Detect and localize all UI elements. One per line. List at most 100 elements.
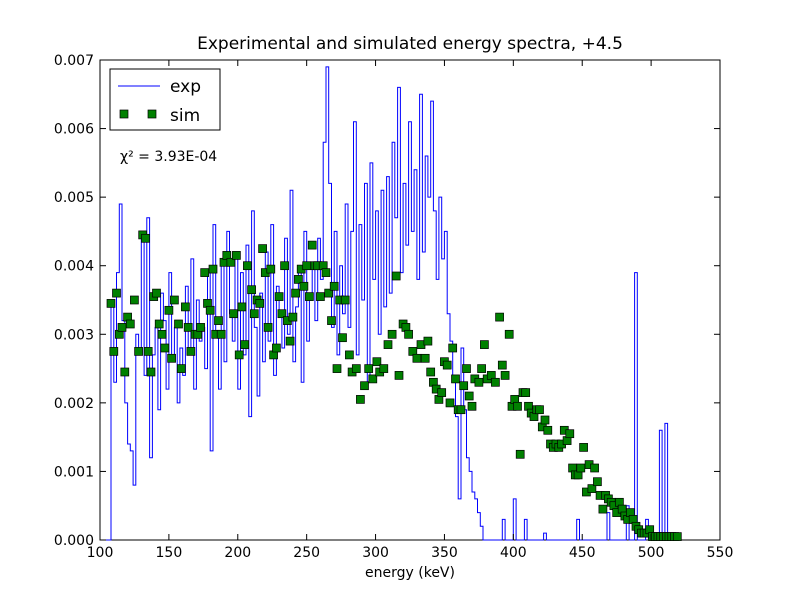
series-sim-marker: [456, 405, 466, 415]
x-tick-label: 150: [156, 545, 183, 561]
series-sim-marker: [351, 364, 361, 373]
legend: exp sim: [109, 68, 221, 131]
plot-area: [99, 59, 721, 541]
series-sim-marker: [495, 312, 504, 322]
series-sim-marker: [515, 449, 525, 459]
series-sim-marker: [294, 275, 303, 284]
x-tick-label: 550: [707, 545, 734, 561]
series-sim-marker: [232, 251, 241, 260]
series-sim-marker: [196, 323, 205, 332]
series-sim-marker: [327, 316, 336, 325]
series-sim-marker: [208, 264, 218, 274]
series-sim-marker: [467, 401, 477, 411]
x-tick-label: 300: [362, 545, 389, 561]
series-sim-marker: [477, 364, 486, 373]
series-sim-marker: [368, 374, 378, 384]
series-sim-marker: [240, 340, 250, 349]
series-sim-marker: [445, 398, 455, 408]
series-layer: [105, 66, 682, 541]
series-sim-marker: [565, 429, 575, 439]
series-sim-marker: [590, 463, 599, 473]
series-sim-marker: [332, 364, 342, 373]
series-sim-marker: [154, 319, 164, 329]
series-sim-marker: [305, 292, 314, 301]
series-sim-marker: [404, 329, 413, 339]
series-sim-marker: [491, 377, 500, 387]
series-sim-marker: [576, 463, 586, 473]
series-sim-marker: [394, 371, 404, 380]
series-sim-marker: [379, 364, 389, 373]
x-tick-label: 250: [293, 545, 320, 561]
series-sim-marker: [167, 353, 176, 363]
series-sim-marker: [106, 299, 116, 308]
series-sim-marker: [459, 381, 469, 391]
series-sim-marker: [109, 347, 119, 356]
series-sim-marker: [247, 285, 256, 295]
series-sim-marker: [130, 295, 139, 305]
series-sim-marker: [181, 302, 190, 312]
y-tick-label: 0.006: [54, 122, 94, 138]
series-sim-marker: [321, 268, 331, 277]
series-sim-marker: [672, 532, 682, 541]
series-sim-marker: [258, 244, 267, 253]
series-sim-marker: [266, 264, 276, 274]
series-sim-marker: [420, 353, 430, 363]
series-sim-marker: [229, 309, 238, 319]
series-sim-marker: [324, 288, 334, 298]
series-sim-marker: [134, 347, 143, 356]
series-sim-marker: [112, 288, 121, 298]
series-sim-marker: [200, 268, 210, 277]
legend-sim-marker: [147, 109, 157, 119]
series-sim-marker: [176, 364, 186, 373]
series-sim-marker: [497, 360, 507, 370]
x-tick-label: 100: [87, 545, 114, 561]
series-sim-marker: [143, 347, 153, 356]
legend-sim-label: sim: [170, 106, 200, 126]
series-sim-marker: [442, 360, 452, 370]
series-sim-marker: [125, 319, 135, 329]
series-sim-marker: [277, 309, 287, 319]
series-sim-marker: [263, 323, 273, 332]
series-sim-marker: [272, 343, 281, 353]
series-sim-marker: [448, 343, 458, 353]
series-sim-marker: [249, 309, 259, 319]
series-sim-marker: [160, 343, 170, 353]
series-sim-marker: [183, 323, 193, 332]
series-sim-marker: [164, 305, 174, 315]
series-sim-marker: [285, 336, 295, 346]
y-tick-label: 0.002: [54, 396, 94, 412]
series-sim-marker: [216, 329, 226, 339]
x-tick-label: 400: [500, 545, 527, 561]
series-sim-marker: [291, 288, 300, 298]
series-sim-marker: [423, 336, 433, 346]
series-sim-marker: [360, 381, 369, 391]
series-sim-marker: [329, 281, 339, 291]
y-tick-label: 0.001: [54, 464, 94, 480]
series-sim-marker: [451, 374, 460, 384]
series-sim-marker: [141, 233, 150, 243]
chart-title: Experimental and simulated energy spectr…: [197, 34, 623, 54]
series-sim-marker: [280, 261, 289, 271]
series-sim-marker: [274, 292, 284, 301]
series-sim-marker: [356, 395, 365, 404]
series-sim-marker: [307, 240, 317, 250]
x-tick-label: 500: [638, 545, 665, 561]
series-sim-marker: [117, 323, 127, 332]
series-sim-marker: [504, 329, 514, 339]
series-sim-marker: [255, 299, 265, 308]
x-axis-label: energy (keV): [365, 565, 455, 581]
chi-square-annotation: χ² = 3.93E-04: [120, 149, 217, 165]
series-sim-marker: [302, 261, 312, 271]
series-sim-marker: [170, 295, 179, 305]
series-sim-marker: [243, 261, 252, 271]
y-tick-label: 0.000: [54, 533, 94, 549]
legend-box: [109, 68, 221, 131]
series-sim-marker: [237, 302, 247, 312]
series-sim-marker: [345, 350, 354, 360]
x-tick-label: 350: [431, 545, 458, 561]
series-sim-marker: [226, 257, 236, 267]
series-sim-marker: [437, 388, 447, 397]
series-sim-marker: [146, 367, 156, 377]
series-sim-marker: [340, 295, 350, 305]
